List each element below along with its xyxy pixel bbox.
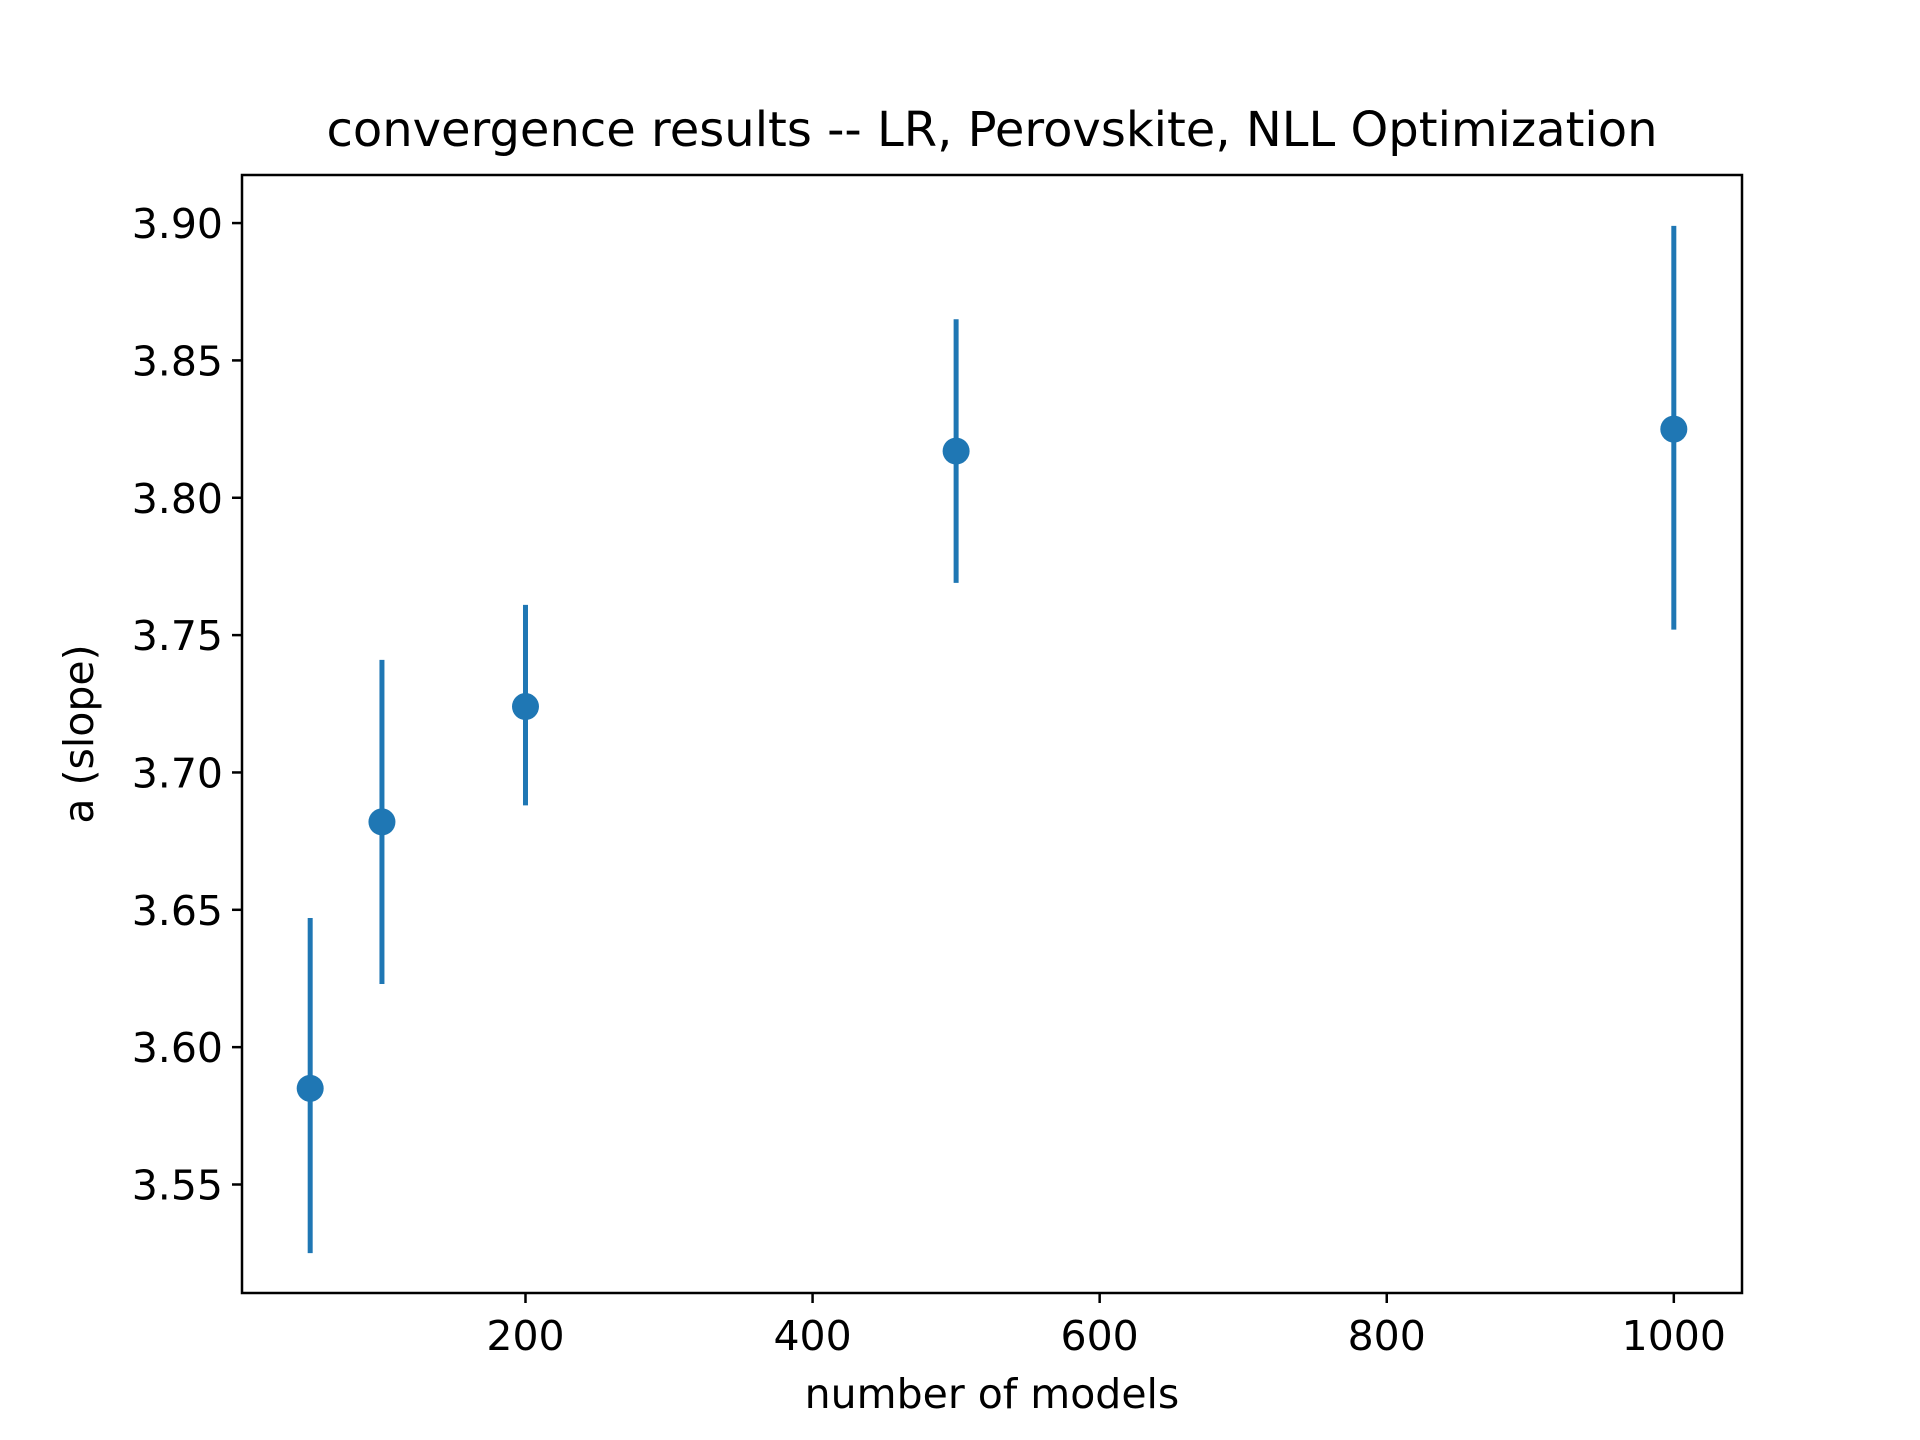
data-point [296, 1074, 324, 1102]
x-tick-label: 800 [1348, 1312, 1426, 1360]
y-tick-label: 3.90 [132, 200, 223, 248]
y-axis-label: a (slope) [55, 644, 103, 823]
y-tick-label: 3.80 [132, 475, 223, 523]
x-axis-label: number of models [805, 1370, 1180, 1418]
y-tick-label: 3.70 [132, 749, 223, 797]
y-axis: 3.55 3.60 3.65 3.70 3.75 3.80 3.85 3.90 [132, 200, 242, 1209]
x-tick-label: 1000 [1622, 1312, 1726, 1360]
y-tick-label: 3.65 [132, 887, 223, 935]
x-tick-label: 400 [773, 1312, 851, 1360]
data-point [1660, 415, 1688, 443]
data-point [942, 437, 970, 465]
plot-frame [240, 173, 1744, 1295]
y-tick-label: 3.60 [132, 1024, 223, 1072]
chart-title: convergence results -- LR, Perovskite, N… [326, 102, 1657, 158]
y-tick-label: 3.75 [132, 612, 223, 660]
y-tick-label: 3.85 [132, 337, 223, 385]
x-tick-label: 200 [486, 1312, 564, 1360]
data-point [511, 693, 539, 721]
data-point [368, 808, 396, 836]
y-tick-label: 3.55 [132, 1161, 223, 1209]
x-axis: 200 400 600 800 1000 [486, 1293, 1726, 1360]
x-tick-label: 600 [1061, 1312, 1139, 1360]
data-series [296, 225, 1688, 1254]
